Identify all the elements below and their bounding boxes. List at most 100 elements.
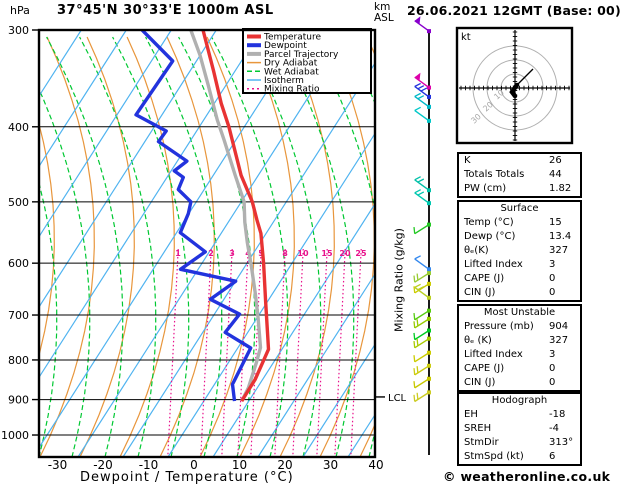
table-row: Temp (°C) 15 <box>459 216 580 230</box>
table-row: EH -18 <box>459 408 580 422</box>
table-row-value: 6 <box>549 451 556 462</box>
wind-barb-staff <box>414 352 430 363</box>
table-row-label: PW (cm) <box>464 183 507 194</box>
table-row-value: -18 <box>549 409 566 420</box>
wind-barb-feather <box>414 82 421 88</box>
table-row: CAPE (J) 0 <box>459 362 580 376</box>
wind-barb <box>414 106 431 123</box>
wind-barb-feather <box>413 321 416 329</box>
legend-item-label: Temperature <box>263 33 321 43</box>
isotherm-line <box>39 30 262 379</box>
pressure-tick-label: 900 <box>8 394 29 407</box>
table-row: K 26 <box>459 154 580 168</box>
mixing-ratio-label: 2 <box>208 249 214 258</box>
wind-barb-feather <box>413 226 416 234</box>
table-row: Pressure (mb) 904 <box>459 320 580 334</box>
wind-barb-feather <box>413 394 416 402</box>
temp-tick-label: 0 <box>190 458 198 472</box>
wet-adiabat-line <box>46 36 124 457</box>
wind-barb <box>413 376 431 389</box>
mixing-ratio-label: 10 <box>297 249 309 258</box>
wind-barb-feather <box>413 368 416 375</box>
legend-item-label: Wet Adiabat <box>264 67 319 77</box>
table-row-value: 0 <box>549 377 556 388</box>
mixing-ratio-line <box>250 248 262 457</box>
table-row: StmSpd (kt) 6 <box>459 450 580 464</box>
dewpoint-curve <box>134 30 253 402</box>
legend-item-label: Dry Adiabat <box>264 59 318 69</box>
table-row-value: 904 <box>549 321 569 332</box>
wet-adiabat-line <box>39 87 91 457</box>
table-row-label: CAPE (J) <box>464 363 505 374</box>
wind-barb-feather <box>417 285 425 291</box>
isotherm-line <box>39 30 217 309</box>
dry-adiabat-line <box>279 36 335 457</box>
pressure-tick-label: 300 <box>8 24 29 37</box>
table-row: θₑ (K) 327 <box>459 334 580 348</box>
wet-adiabat-line <box>145 36 223 457</box>
isotherm-line <box>39 30 127 168</box>
table-row: θₑ(K) 327 <box>459 244 580 258</box>
table-most-unstable: Most Unstable Pressure (mb) 904 θₑ (K) 327 Li… <box>457 304 582 392</box>
mixing-ratio-line <box>200 248 212 457</box>
table-row: CIN (J) 0 <box>459 376 580 390</box>
wind-barb-feather <box>414 283 421 288</box>
table-row-value: 1.82 <box>549 183 572 194</box>
table-row-label: θₑ (K) <box>464 335 492 346</box>
wet-adiabat-line <box>39 181 58 457</box>
mixing-ratio-line <box>292 248 304 457</box>
table-row-value: -4 <box>549 423 559 434</box>
wind-barb-feather <box>413 355 416 362</box>
lcl-label: LCL <box>388 393 407 404</box>
wind-barb-staff <box>414 272 430 283</box>
table-row-label: Lifted Index <box>464 259 523 270</box>
table-row-label: Lifted Index <box>464 349 523 360</box>
table-row-value: 0 <box>549 363 556 374</box>
wind-barb <box>414 283 431 300</box>
wind-barb-staff <box>414 95 430 108</box>
altitude-unit-asl: ASL <box>374 12 394 24</box>
hodograph-trace-tail <box>516 68 534 86</box>
isotherm-line <box>39 30 172 238</box>
wind-barb-feather <box>417 178 425 183</box>
wind-barb-staff <box>414 20 430 32</box>
wind-barb-feather <box>414 189 421 194</box>
dry-adiabat-line <box>239 36 295 457</box>
wind-barb <box>413 308 431 321</box>
wind-barb-staff <box>414 76 430 89</box>
wind-barb-staff <box>414 109 430 122</box>
temp-tick-label: 30 <box>323 458 338 472</box>
wind-barb-staff <box>414 391 430 403</box>
wind-barbs <box>413 16 431 403</box>
isotherm-line <box>257 273 375 457</box>
wind-barb <box>413 271 431 283</box>
wind-barb <box>414 92 431 109</box>
wind-barb <box>414 176 431 193</box>
wind-barb-feather <box>416 339 419 346</box>
wind-barb-feather <box>416 392 419 400</box>
table-row-value: 327 <box>549 335 569 346</box>
wind-barb-staff <box>414 365 430 376</box>
wind-barb-feather <box>416 273 419 281</box>
table-row: Totals Totals 44 <box>459 168 580 182</box>
dry-adiabat-line <box>79 36 135 457</box>
table-row-value: 327 <box>549 245 569 256</box>
wind-barb-feather <box>413 381 416 388</box>
wind-barb <box>414 72 431 90</box>
isotherm-line <box>122 62 375 457</box>
wind-barb-staff <box>414 329 430 341</box>
wind-barb-feather <box>413 313 416 320</box>
isotherm-line <box>77 30 352 457</box>
legend-item-label: Dewpoint <box>264 41 307 51</box>
table-row: StmDir 313° <box>459 436 580 450</box>
wind-barb-feather <box>414 255 421 260</box>
table-row-label: K <box>464 155 471 166</box>
temp-tick-label: -10 <box>139 458 159 472</box>
table-row-label: SREH <box>464 423 492 434</box>
hodograph-border <box>455 26 574 145</box>
wind-barb-staff <box>414 318 430 329</box>
